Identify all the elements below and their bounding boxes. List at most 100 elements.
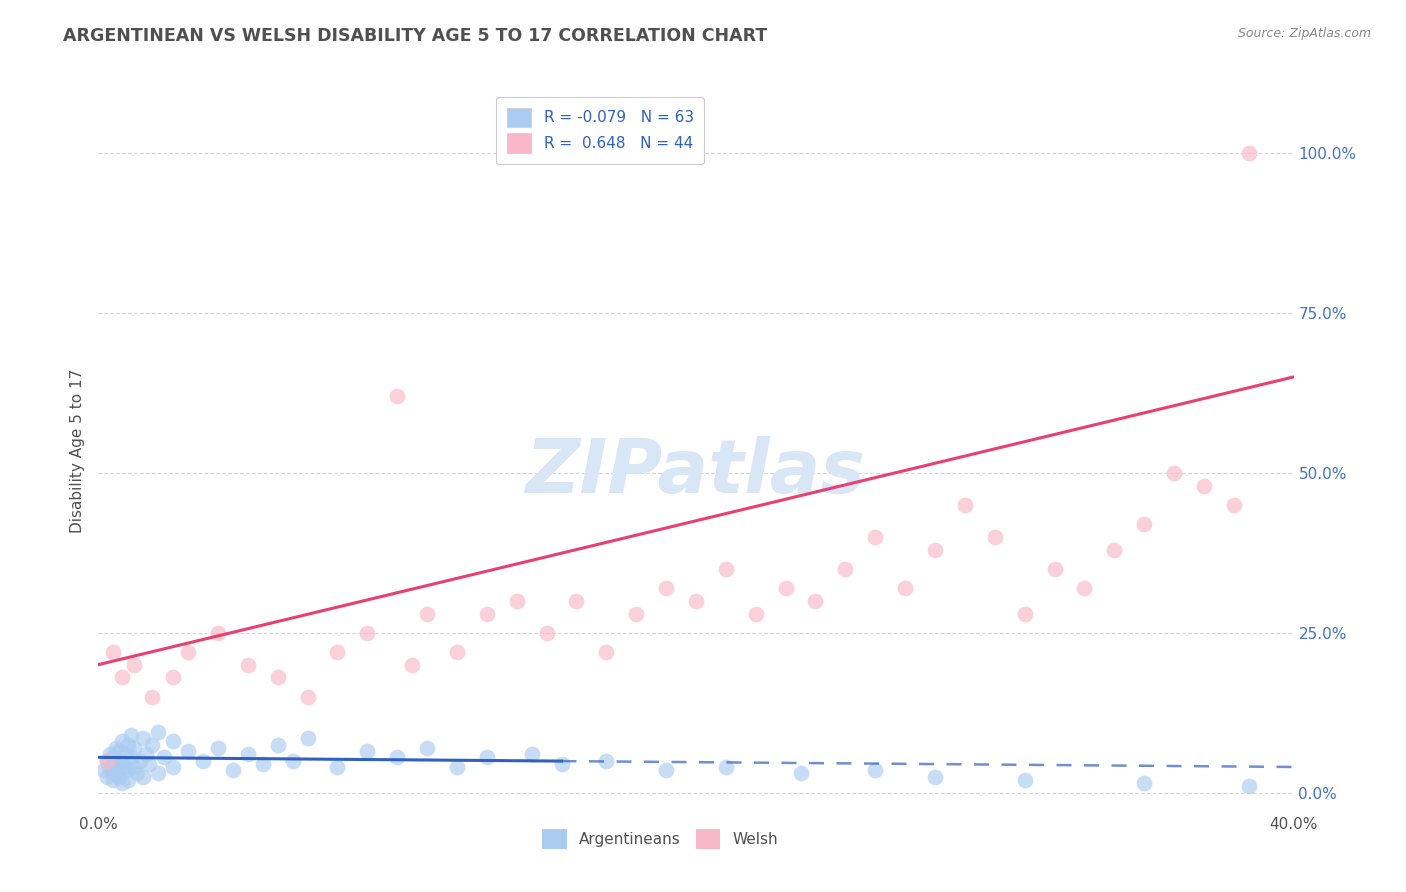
Point bbox=[924, 770, 946, 784]
Point bbox=[416, 607, 439, 621]
Point bbox=[804, 593, 827, 607]
Point bbox=[191, 754, 214, 768]
Point bbox=[536, 625, 558, 640]
Point bbox=[385, 389, 409, 403]
Point bbox=[356, 625, 378, 640]
Point bbox=[222, 763, 245, 777]
Point bbox=[108, 770, 131, 784]
Point bbox=[894, 581, 917, 595]
Point bbox=[96, 770, 118, 784]
Point bbox=[595, 754, 617, 768]
Point bbox=[162, 734, 184, 748]
Point bbox=[162, 760, 184, 774]
Point bbox=[924, 542, 946, 557]
Point bbox=[416, 740, 439, 755]
Point bbox=[96, 754, 118, 768]
Point bbox=[789, 766, 811, 780]
Point bbox=[1163, 466, 1185, 480]
Point bbox=[297, 731, 319, 746]
Point bbox=[135, 747, 157, 761]
Point bbox=[834, 562, 856, 576]
Point bbox=[127, 766, 149, 780]
Point bbox=[626, 607, 648, 621]
Point bbox=[714, 760, 737, 774]
Point bbox=[297, 690, 319, 704]
Point bbox=[565, 593, 588, 607]
Point bbox=[1133, 776, 1156, 790]
Point bbox=[103, 766, 125, 780]
Point bbox=[148, 724, 170, 739]
Point bbox=[281, 754, 304, 768]
Point bbox=[108, 763, 131, 777]
Point bbox=[111, 776, 134, 790]
Point bbox=[98, 747, 122, 761]
Point bbox=[111, 670, 134, 684]
Point bbox=[236, 747, 259, 761]
Point bbox=[177, 744, 200, 758]
Point bbox=[550, 756, 572, 771]
Point bbox=[207, 625, 229, 640]
Point bbox=[984, 530, 1007, 544]
Point bbox=[236, 657, 259, 672]
Point bbox=[475, 607, 498, 621]
Point bbox=[111, 734, 134, 748]
Point bbox=[865, 530, 887, 544]
Point bbox=[1237, 779, 1260, 793]
Point bbox=[446, 645, 468, 659]
Text: ZIPatlas: ZIPatlas bbox=[526, 435, 866, 508]
Point bbox=[114, 747, 136, 761]
Point bbox=[1192, 478, 1215, 492]
Text: Source: ZipAtlas.com: Source: ZipAtlas.com bbox=[1237, 27, 1371, 40]
Point bbox=[595, 645, 617, 659]
Point bbox=[141, 690, 163, 704]
Point bbox=[93, 763, 115, 777]
Point bbox=[132, 731, 155, 746]
Point bbox=[124, 760, 146, 774]
Point bbox=[132, 770, 155, 784]
Y-axis label: Disability Age 5 to 17: Disability Age 5 to 17 bbox=[69, 368, 84, 533]
Point bbox=[252, 756, 274, 771]
Point bbox=[356, 744, 378, 758]
Point bbox=[105, 756, 128, 771]
Point bbox=[475, 750, 498, 764]
Point bbox=[103, 750, 125, 764]
Legend: Argentineans, Welsh: Argentineans, Welsh bbox=[536, 822, 785, 855]
Point bbox=[520, 747, 543, 761]
Point bbox=[105, 740, 128, 755]
Point bbox=[117, 772, 139, 787]
Point bbox=[745, 607, 768, 621]
Point bbox=[207, 740, 229, 755]
Point bbox=[655, 763, 678, 777]
Point bbox=[138, 756, 160, 771]
Point bbox=[129, 754, 152, 768]
Point bbox=[506, 593, 529, 607]
Point bbox=[111, 754, 134, 768]
Point bbox=[775, 581, 797, 595]
Point bbox=[120, 750, 142, 764]
Point bbox=[141, 738, 163, 752]
Point bbox=[446, 760, 468, 774]
Point bbox=[385, 750, 409, 764]
Point bbox=[114, 760, 136, 774]
Point bbox=[153, 750, 176, 764]
Point bbox=[148, 766, 170, 780]
Point bbox=[401, 657, 423, 672]
Point bbox=[103, 772, 125, 787]
Point bbox=[124, 740, 146, 755]
Point bbox=[714, 562, 737, 576]
Point bbox=[1104, 542, 1126, 557]
Point bbox=[120, 728, 142, 742]
Point bbox=[267, 670, 290, 684]
Point bbox=[177, 645, 200, 659]
Point bbox=[326, 760, 349, 774]
Point bbox=[117, 763, 139, 777]
Point bbox=[1237, 146, 1260, 161]
Point bbox=[685, 593, 707, 607]
Point bbox=[124, 657, 146, 672]
Point bbox=[108, 744, 131, 758]
Point bbox=[103, 645, 125, 659]
Point bbox=[1014, 772, 1036, 787]
Text: ARGENTINEAN VS WELSH DISABILITY AGE 5 TO 17 CORRELATION CHART: ARGENTINEAN VS WELSH DISABILITY AGE 5 TO… bbox=[63, 27, 768, 45]
Point bbox=[1223, 498, 1246, 512]
Point bbox=[1133, 516, 1156, 531]
